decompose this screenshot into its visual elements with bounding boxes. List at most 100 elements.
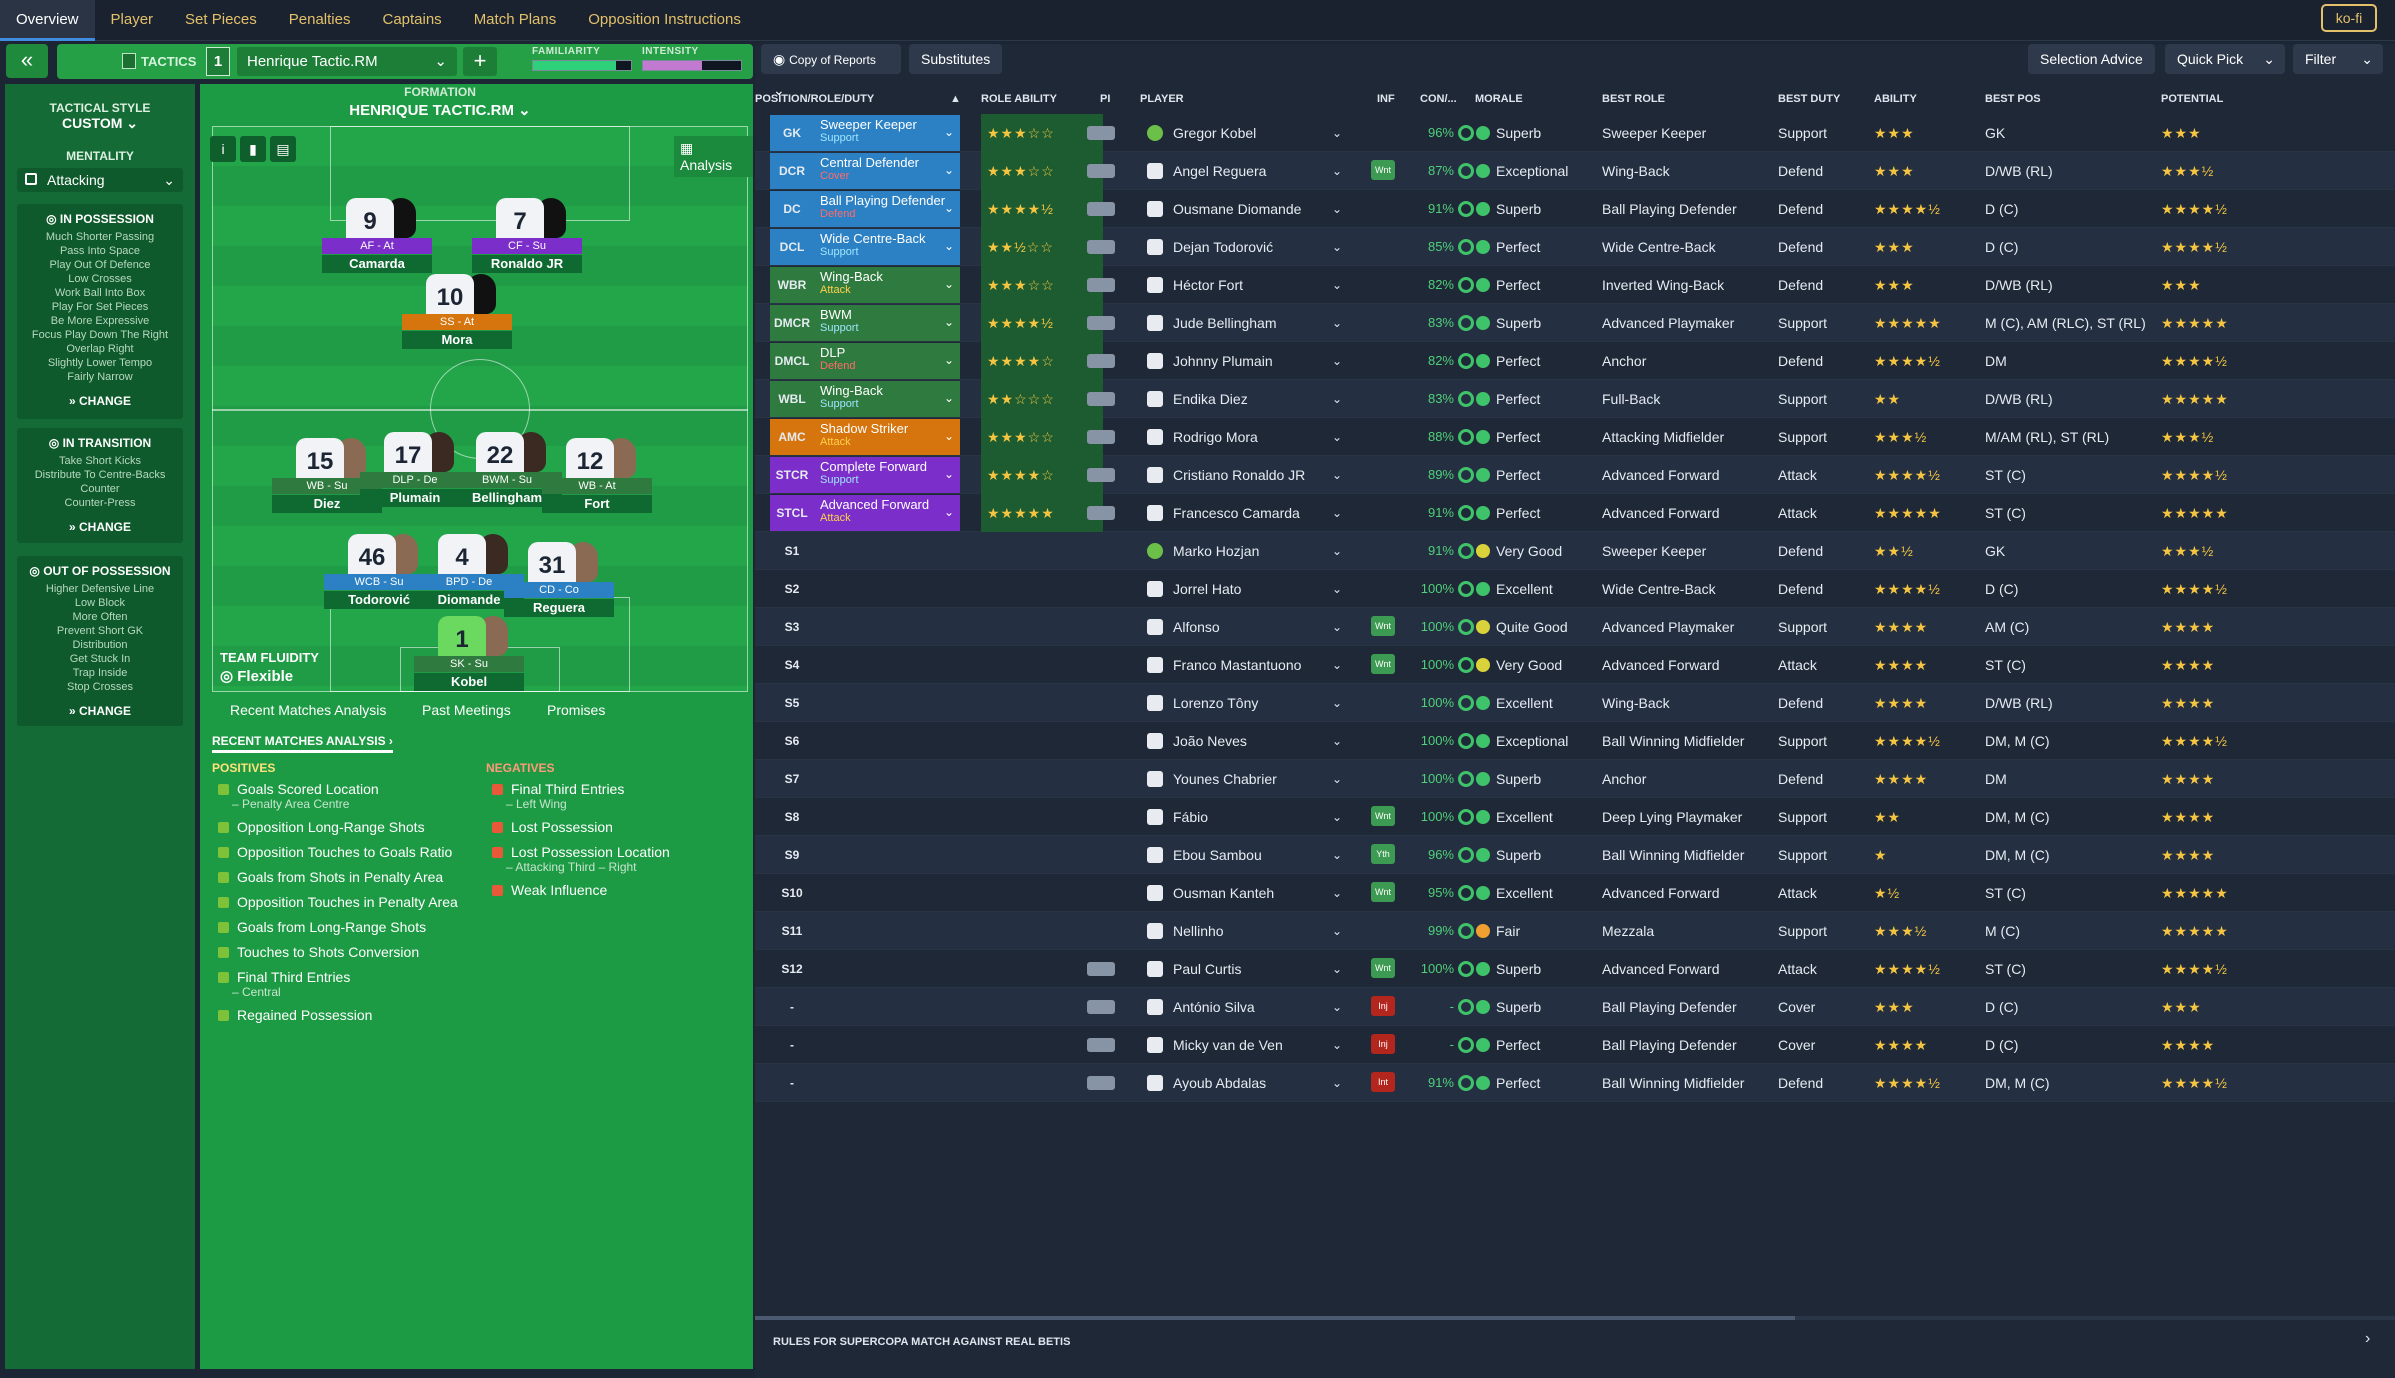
selection-advice-button[interactable]: Selection Advice (2028, 44, 2155, 74)
analysis-button[interactable]: ▦ Analysis (674, 136, 753, 177)
tab-match-plans[interactable]: Match Plans (473, 10, 557, 28)
player-instructions-icon[interactable] (1087, 1000, 1115, 1014)
col-best-duty[interactable]: BEST DUTY (1778, 93, 1841, 105)
bar-chart-icon[interactable]: ▮ (240, 136, 266, 162)
player-name[interactable]: Francesco Camarda (1173, 505, 1300, 521)
table-row[interactable]: DCL Wide Centre-Back Support ⌄ ★★½☆☆ Dejan To… (755, 228, 2395, 266)
role-duty-selector[interactable]: Complete Forward Support ⌄ (814, 457, 960, 493)
table-row[interactable]: S4 Franco Mastantuono ⌄ Wnt 100% Very Good Adv… (755, 646, 2395, 684)
pitch-player[interactable]: 4 BPD - De Diomande (414, 534, 524, 614)
substitutes-button[interactable]: Substitutes (909, 44, 1003, 74)
player-name[interactable]: Jude Bellingham (1173, 315, 1277, 331)
tactical-style-value[interactable]: CUSTOM ⌄ (5, 115, 195, 132)
tab-recent-matches-analysis[interactable]: Recent Matches Analysis (230, 702, 387, 718)
table-row[interactable]: S5 Lorenzo Tôny ⌄ 100% Excellent Wing-Back Def… (755, 684, 2395, 722)
player-name[interactable]: Ousman Kanteh (1173, 885, 1275, 901)
tab-captains[interactable]: Captains (382, 10, 442, 28)
col-inf[interactable]: INF (1377, 93, 1395, 105)
out-of-possession-change-button[interactable]: » CHANGE (68, 704, 132, 718)
player-name[interactable]: Marko Hozjan (1173, 543, 1260, 559)
role-duty-selector[interactable]: Wing-Back Support ⌄ (814, 381, 960, 417)
table-row[interactable]: S3 Alfonso ⌄ Wnt 100% Quite Good Advanced Play… (755, 608, 2395, 646)
role-duty-selector[interactable]: Sweeper Keeper Support ⌄ (814, 115, 960, 151)
scrollbar-thumb[interactable] (755, 1316, 1795, 1320)
player-name[interactable]: Micky van de Ven (1173, 1037, 1283, 1053)
table-row[interactable]: WBR Wing-Back Attack ⌄ ★★★☆☆ Héctor Fort ⌄ 82% P… (755, 266, 2395, 304)
player-instructions-icon[interactable] (1087, 354, 1115, 368)
player-name[interactable]: Rodrigo Mora (1173, 429, 1258, 445)
table-row[interactable]: S9 Ebou Sambou ⌄ Yth 96% Superb Ball Winning M… (755, 836, 2395, 874)
player-name[interactable]: António Silva (1173, 999, 1255, 1015)
table-row[interactable]: DCR Central Defender Cover ⌄ ★★★☆☆ Angel Regu… (755, 152, 2395, 190)
chevron-down-icon[interactable]: ⌄ (1332, 734, 1343, 748)
chevron-down-icon[interactable]: ⌄ (1332, 468, 1343, 482)
table-row[interactable]: - Ayoub Abdalas ⌄ Int 91% Perfect Ball Winning… (755, 1064, 2395, 1102)
player-name[interactable]: Endika Diez (1173, 391, 1248, 407)
role-duty-selector[interactable]: BWM Support ⌄ (814, 305, 960, 341)
role-duty-selector[interactable]: Ball Playing Defender Defend ⌄ (814, 191, 960, 227)
tab-past-meetings[interactable]: Past Meetings (422, 702, 511, 718)
pitch-player[interactable]: 22 BWM - Su Bellingham (452, 432, 562, 512)
chevron-down-icon[interactable]: ⌄ (1332, 658, 1343, 672)
player-instructions-icon[interactable] (1087, 126, 1115, 140)
col-morale[interactable]: MORALE (1475, 93, 1523, 105)
col-position-role-duty[interactable]: POSITION/ROLE/DUTY (755, 93, 875, 105)
role-duty-selector[interactable]: Shadow Striker Attack ⌄ (814, 419, 960, 455)
pitch-player[interactable]: 46 WCB - Su Todorović (324, 534, 434, 614)
kofi-button[interactable]: ko-fi (2321, 4, 2377, 32)
player-name[interactable]: Fábio (1173, 809, 1209, 825)
collapse-button[interactable]: « (6, 44, 48, 78)
chevron-down-icon[interactable]: ⌄ (1332, 886, 1343, 900)
chevron-right-icon[interactable]: › (2365, 1330, 2371, 1347)
chevron-down-icon[interactable]: ⌄ (1332, 810, 1343, 824)
player-name[interactable]: Dejan Todorović (1173, 239, 1274, 255)
player-name[interactable]: Ayoub Abdalas (1173, 1075, 1267, 1091)
chevron-down-icon[interactable]: ⌄ (1332, 506, 1343, 520)
player-name[interactable]: Johnny Plumain (1173, 353, 1273, 369)
pitch-player[interactable]: 7 CF - Su Ronaldo JR (472, 198, 582, 278)
table-row[interactable]: - António Silva ⌄ Inj - Superb Ball Playing De… (755, 988, 2395, 1026)
table-row[interactable]: S2 Jorrel Hato ⌄ 100% Excellent Wide Centre-B… (755, 570, 2395, 608)
in-possession-change-button[interactable]: » CHANGE (68, 394, 132, 408)
player-instructions-icon[interactable] (1087, 392, 1115, 406)
player-name[interactable]: Jorrel Hato (1173, 581, 1242, 597)
player-instructions-icon[interactable] (1087, 506, 1115, 520)
pitch-player[interactable]: 15 WB - Su Diez (272, 438, 382, 518)
chevron-down-icon[interactable]: ⌄ (1332, 202, 1343, 216)
player-name[interactable]: Nellinho (1173, 923, 1224, 939)
player-instructions-icon[interactable] (1087, 430, 1115, 444)
chevron-down-icon[interactable]: ⌄ (1332, 696, 1343, 710)
table-row[interactable]: STCR Complete Forward Support ⌄ ★★★★☆ Cristia… (755, 456, 2395, 494)
col-potential[interactable]: POTENTIAL (2161, 93, 2224, 105)
col-best-pos[interactable]: BEST POS (1985, 93, 2041, 105)
col-condition[interactable]: CON/... (1420, 93, 1457, 105)
table-row[interactable]: S12 Paul Curtis ⌄ Wnt 100% Superb Advanced For… (755, 950, 2395, 988)
filter-button[interactable]: Filter ⌄ (2293, 44, 2383, 74)
table-row[interactable]: S10 Ousman Kanteh ⌄ Wnt 95% Excellent Advanced… (755, 874, 2395, 912)
tab-penalties[interactable]: Penalties (288, 10, 351, 28)
player-name[interactable]: Alfonso (1173, 619, 1220, 635)
pitch-player[interactable]: 1 SK - Su Kobel (414, 616, 524, 696)
role-duty-selector[interactable]: Advanced Forward Attack ⌄ (814, 495, 960, 531)
table-row[interactable]: S7 Younes Chabrier ⌄ 100% Superb Anchor Defend… (755, 760, 2395, 798)
chevron-down-icon[interactable]: ⌄ (1332, 240, 1343, 254)
report-selector[interactable]: ◉ Copy of Reports ⌄ (761, 44, 901, 98)
table-row[interactable]: DC Ball Playing Defender Defend ⌄ ★★★★½ Ousma… (755, 190, 2395, 228)
table-row[interactable]: S11 Nellinho ⌄ 99% Fair Mezzala Support ★★★½ M (… (755, 912, 2395, 950)
col-best-role[interactable]: BEST ROLE (1602, 93, 1665, 105)
chevron-down-icon[interactable]: ⌄ (1332, 392, 1343, 406)
player-name[interactable]: Angel Reguera (1173, 163, 1267, 179)
table-row[interactable]: AMC Shadow Striker Attack ⌄ ★★★☆☆ Rodrigo Mor… (755, 418, 2395, 456)
player-name[interactable]: Younes Chabrier (1173, 771, 1277, 787)
col-role-ability[interactable]: ROLE ABILITY (981, 93, 1057, 105)
tactic-slot-number[interactable]: 1 (206, 47, 230, 76)
tactic-selector[interactable]: Henrique Tactic.RM ⌄ (237, 47, 457, 76)
tab-set-pieces[interactable]: Set Pieces (185, 10, 257, 28)
col-pi[interactable]: PI (1100, 93, 1111, 105)
role-duty-selector[interactable]: Wing-Back Attack ⌄ (814, 267, 960, 303)
add-tactic-button[interactable]: + (463, 47, 497, 76)
player-instructions-icon[interactable] (1087, 468, 1115, 482)
table-row[interactable]: S1 Marko Hozjan ⌄ 91% Very Good Sweeper Keepe… (755, 532, 2395, 570)
table-row[interactable]: S8 Fábio ⌄ Wnt 100% Excellent Deep Lying Playm… (755, 798, 2395, 836)
player-name[interactable]: João Neves (1173, 733, 1247, 749)
